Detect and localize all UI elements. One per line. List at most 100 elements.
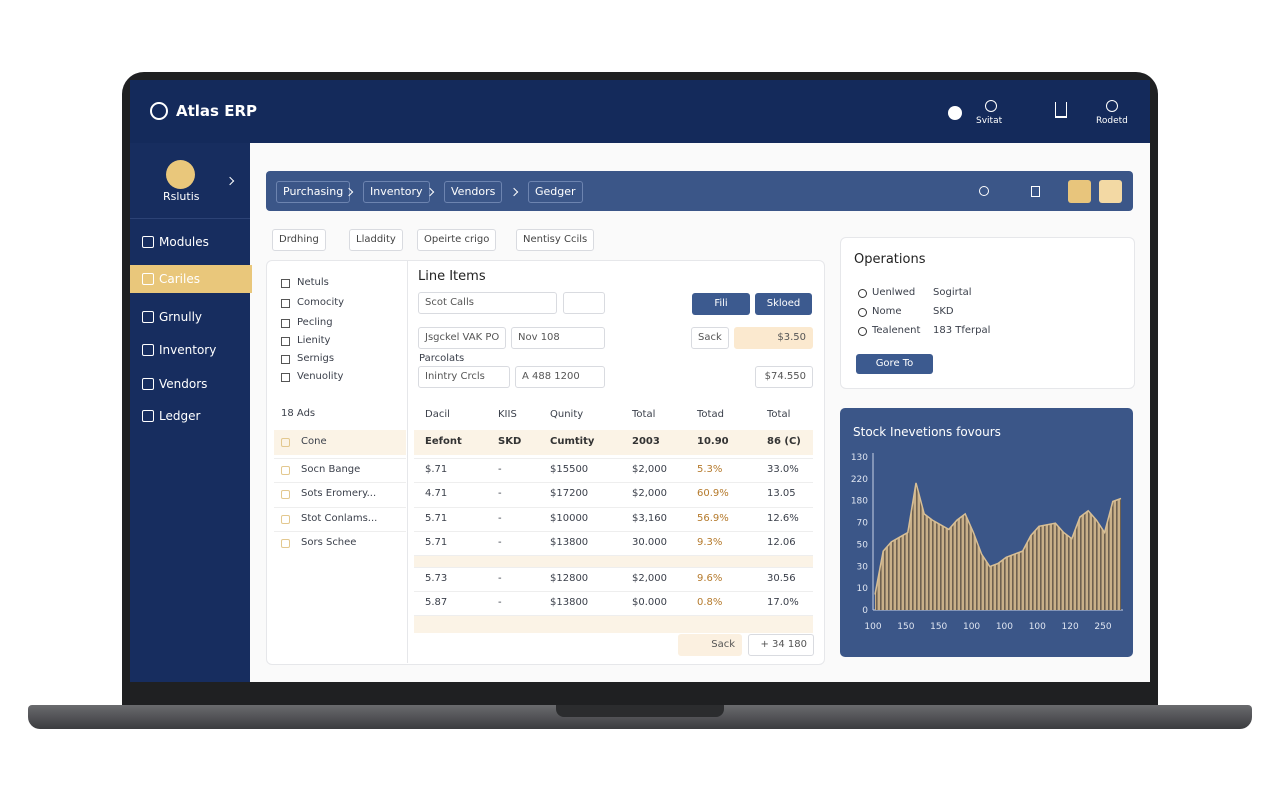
list-row[interactable]: Stot Conlams... — [301, 513, 378, 524]
breadcrumb[interactable]: Vendors — [444, 181, 503, 203]
row-divider — [414, 567, 813, 568]
subheader-cell: 2003 — [632, 436, 660, 447]
button[interactable]: Fili — [692, 293, 750, 315]
cell: 5.71 — [425, 513, 448, 524]
button[interactable]: Gore To — [856, 354, 933, 374]
nav-item[interactable]: Grnully — [130, 303, 252, 331]
area — [875, 482, 1121, 610]
search-icon[interactable] — [979, 186, 989, 196]
filter-chip[interactable]: Opeirte crigo — [417, 229, 497, 251]
date-field[interactable]: Nov 108 — [511, 327, 605, 349]
checkbox[interactable] — [281, 466, 290, 475]
row-divider — [414, 531, 813, 532]
column-header: KIIS — [498, 409, 517, 420]
breadcrumb[interactable]: Gedger — [528, 181, 583, 203]
row-label: Uenlwed — [872, 287, 916, 298]
icon[interactable] — [1055, 102, 1067, 118]
list-row[interactable]: Sors Schee — [301, 537, 357, 548]
icon[interactable] — [948, 106, 962, 120]
row-divider — [414, 507, 813, 508]
list-row[interactable]: Socn Bange — [301, 464, 361, 475]
cell: $10000 — [550, 513, 589, 524]
checkbox[interactable] — [281, 490, 290, 499]
label-field: Sack — [691, 327, 729, 349]
cell: $13800 — [550, 597, 589, 608]
cell: 9.6% — [697, 573, 723, 584]
action-button[interactable] — [1099, 180, 1122, 203]
row-value: Sogirtal — [933, 287, 972, 298]
column-header: Total — [632, 409, 656, 420]
search-input[interactable]: Scot Calls — [418, 292, 557, 314]
cell: $2,000 — [632, 573, 667, 584]
panel-title: Line Items — [418, 269, 486, 284]
icon[interactable] — [1106, 100, 1118, 112]
nav-icon — [142, 378, 154, 390]
cell: 60.9% — [697, 488, 729, 499]
breadcrumb[interactable]: Inventory — [363, 181, 430, 203]
breadcrumb[interactable]: Purchasing — [276, 181, 351, 203]
column-header: Qunity — [550, 409, 584, 420]
nav-item[interactable]: Vendors — [130, 370, 252, 398]
top-header — [130, 80, 1150, 143]
list-item[interactable]: Sernigs — [297, 353, 335, 364]
filter-chip[interactable]: Lladdity — [349, 229, 403, 251]
cell: - — [498, 537, 502, 548]
cell: 4.71 — [425, 488, 448, 499]
select[interactable] — [563, 292, 605, 314]
nav-item[interactable]: Modules — [130, 228, 252, 256]
list-item[interactable]: Netuls — [297, 277, 329, 288]
column-header: Dacil — [425, 409, 450, 420]
row-divider — [274, 482, 406, 483]
action-button[interactable] — [1068, 180, 1091, 203]
nav-icon — [142, 273, 154, 285]
list-item[interactable]: Pecling — [297, 317, 333, 328]
subheader-cell: Eefont — [425, 436, 462, 447]
filter-chip[interactable]: Drdhing — [272, 229, 326, 251]
cell: 13.05 — [767, 488, 796, 499]
avatar[interactable] — [166, 160, 195, 189]
row-divider — [414, 458, 813, 459]
cell: 5.3% — [697, 464, 723, 475]
row-divider — [414, 615, 813, 616]
nav-item[interactable]: Inventory — [130, 336, 252, 364]
card-divider — [407, 260, 408, 663]
list-item[interactable]: Lienity — [297, 335, 331, 346]
x-axis-label: 100 — [963, 622, 980, 632]
cell: 17.0% — [767, 597, 799, 608]
nav-item[interactable]: Ledger — [130, 402, 252, 430]
cell: 5.71 — [425, 537, 448, 548]
nav-item[interactable]: Cariles — [130, 265, 252, 293]
list-item[interactable]: Venuolity — [297, 371, 344, 382]
subheader-cell: 86 (C) — [767, 436, 801, 447]
cell: 56.9% — [697, 513, 729, 524]
checkbox[interactable] — [281, 515, 290, 524]
list-icon — [281, 373, 290, 382]
nav-icon — [142, 344, 154, 356]
list-icon — [281, 337, 290, 346]
list-item[interactable]: Comocity — [297, 297, 345, 308]
type-field[interactable]: Inintry Crcls — [418, 366, 510, 388]
list-row[interactable]: Sots Eromery... — [301, 488, 377, 499]
cell: 5.87 — [425, 597, 448, 608]
subheader-cell: Cumtity — [550, 436, 595, 447]
row-divider — [414, 555, 813, 556]
cell: 5.73 — [425, 573, 448, 584]
subheader-cell: 10.90 — [697, 436, 729, 447]
code-field[interactable]: A 488 1200 — [515, 366, 605, 388]
logo — [150, 102, 168, 120]
cell: - — [498, 464, 502, 475]
button[interactable]: Skloed — [755, 293, 812, 315]
vendor-field[interactable]: Jsgckel VAK PO — [418, 327, 506, 349]
checkbox[interactable] — [281, 438, 290, 447]
cell: $2,000 — [632, 464, 667, 475]
checkbox[interactable] — [281, 539, 290, 548]
cell: 12.06 — [767, 537, 796, 548]
column-header: Totad — [697, 409, 724, 420]
row-value: 183 Tferpal — [933, 325, 991, 336]
tool-icon[interactable] — [1031, 186, 1040, 197]
y-axis-label: 70 — [857, 519, 869, 529]
icon[interactable] — [985, 100, 997, 112]
list-row[interactable]: Cone — [301, 436, 327, 447]
filter-chip[interactable]: Nentisy Ccils — [516, 229, 595, 251]
cell: 30.000 — [632, 537, 667, 548]
